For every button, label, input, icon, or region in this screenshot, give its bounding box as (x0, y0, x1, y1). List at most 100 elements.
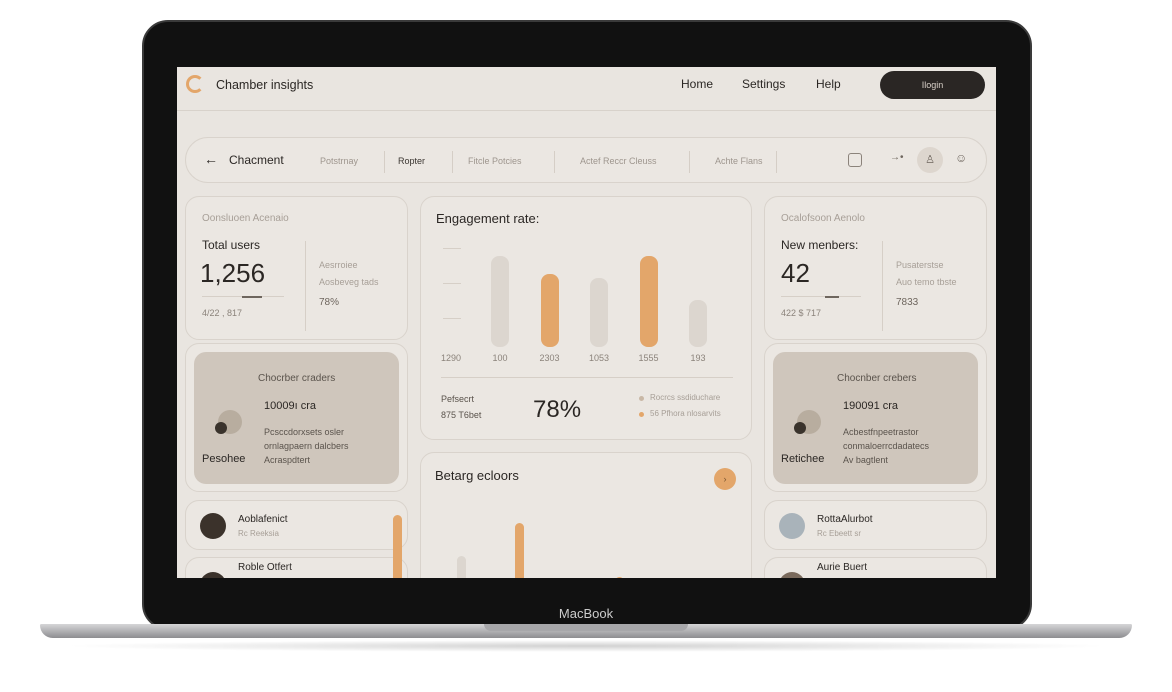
stat-label: Total users (202, 238, 261, 252)
feature-title: Chocnber crebers (837, 373, 917, 384)
side-label: Aesrroiee (319, 260, 358, 270)
feature-desc: Acbestfnpeetrastor (843, 427, 919, 437)
logo-icon (186, 75, 204, 93)
tab-policies[interactable]: Fitcle Potcies (468, 156, 522, 166)
toolbar: ← Chacment Potstrnay Ropter Fitcle Potci… (185, 137, 987, 183)
user-icon[interactable]: ♙ (917, 147, 943, 173)
bar (639, 256, 658, 347)
laptop-notch (484, 624, 688, 631)
feature-title: Chocrber craders (258, 373, 336, 384)
side-value: 7833 (896, 297, 919, 308)
tick-label: 1053 (588, 353, 610, 363)
feature-desc: Pcsccdorxsets osler (264, 427, 345, 437)
legend-dot (639, 396, 644, 401)
bar (515, 523, 524, 578)
feature-panel: Chocnber crebers 190091 cra Acbestfnpeet… (773, 352, 978, 484)
card-caption: Ocalofsoon Aenolo (781, 213, 865, 224)
avatar (200, 572, 226, 578)
person-name: Roble Otfert (238, 562, 292, 573)
divider (882, 241, 883, 331)
tab-overview[interactable]: Potstrnay (320, 156, 359, 166)
nav-settings[interactable]: Settings (742, 77, 786, 91)
gridline (443, 283, 461, 284)
app-title: Chamber insights (216, 78, 314, 92)
tick-label: 1555 (638, 353, 659, 363)
feature-card: Chocrber craders 10009ı cra Pcsccdorxset… (185, 343, 408, 492)
toolbar-title: Chacment (229, 153, 284, 167)
feature-desc: conmaloerrcdadatecs (843, 441, 930, 451)
feature-name: Pesohee (202, 453, 246, 465)
second-bar-chart (393, 453, 751, 578)
bar (393, 515, 402, 578)
person-name: Aoblafenict (238, 514, 288, 525)
legend-label: Rocrcs ssdiduchare (650, 393, 721, 402)
engagement-card: Engagement rate: 100 2303 1053 1555 193 1290… (420, 196, 752, 440)
divider (384, 151, 385, 173)
legend-dot (639, 412, 644, 417)
avatar (779, 513, 805, 539)
summary-label: Pefsecrt (441, 394, 475, 404)
list-item[interactable]: Roble Otfert (185, 557, 408, 578)
chart-title: Engagement rate: (436, 211, 540, 226)
side-label: Auo temo tbste (896, 277, 957, 287)
laptop-base (40, 624, 1132, 638)
gridline (443, 318, 461, 319)
list-item[interactable]: Aurie Buert (764, 557, 987, 578)
laptop-shadow (60, 640, 1112, 652)
list-item[interactable]: RottaAlurbot Rc Ebeett sr (764, 500, 987, 550)
header-divider (177, 110, 996, 111)
avatar (215, 410, 242, 434)
chevron-right-icon[interactable]: › (714, 468, 736, 490)
legend-label: 56 Pfhora nlosarvits (650, 409, 721, 418)
avatar (200, 513, 226, 539)
tab-plans[interactable]: Achte Flans (715, 156, 763, 166)
tick-label: 2303 (539, 353, 560, 363)
feature-card: Chocnber crebers 190091 cra Acbestfnpeet… (764, 343, 987, 492)
login-button[interactable]: Ilogin (880, 71, 985, 99)
bar (457, 556, 466, 578)
feature-value: 190091 cra (843, 400, 899, 412)
nav-help[interactable]: Help (816, 77, 841, 91)
divider (554, 151, 555, 173)
feature-desc: Av bagtlent (843, 455, 888, 465)
divider (776, 151, 777, 173)
profile-icon[interactable]: ☺ (955, 151, 968, 165)
person-sub: Rc Ebeett sr (817, 529, 862, 538)
new-members-card: Ocalofsoon Aenolo New menbers: 42 422 $ … (764, 196, 987, 340)
stat-sub: 422 $ 717 (781, 308, 822, 318)
nav-home[interactable]: Home (681, 77, 714, 91)
tick-label: 193 (690, 353, 706, 363)
person-sub: Rc Reeksia (238, 529, 279, 538)
tick-label: 100 (492, 353, 508, 363)
tab-report[interactable]: Ropter (398, 156, 426, 166)
side-label: Aosbeveg tads (319, 277, 379, 287)
widget-icon[interactable] (848, 153, 862, 167)
person-name: RottaAlurbot (817, 514, 873, 525)
side-value: 78% (319, 297, 340, 308)
bar (540, 274, 559, 347)
divider (305, 241, 306, 331)
chart-title: Betarg ecloors (435, 468, 519, 483)
total-users-card: Oonsluoen Acenaio Total users 1,256 4/22… (185, 196, 408, 340)
back-arrow-icon[interactable]: ← (204, 151, 218, 167)
tab-classes[interactable]: Actef Reccr Cleuss (580, 156, 657, 166)
bar (615, 577, 624, 578)
divider (689, 151, 690, 173)
engagement-bar-chart: 100 2303 1053 1555 193 (421, 197, 751, 363)
stat-value: 42 (781, 258, 810, 288)
progress-track (781, 296, 861, 298)
summary-value: 78% (533, 396, 582, 423)
screen: Chamber insights Home Settings Help Ilog… (177, 67, 996, 578)
list-item[interactable]: Aoblafenict Rc Reeksia (185, 500, 408, 550)
bar (491, 256, 509, 347)
link-icon[interactable]: →• (890, 152, 904, 163)
divider (441, 377, 733, 378)
progress-track (202, 296, 284, 298)
gridline (443, 248, 461, 249)
avatar (779, 572, 805, 578)
feature-desc: ornlagpaern dalcbers (264, 441, 349, 451)
stat-sub: 4/22 , 817 (202, 308, 243, 318)
feature-desc: Acraspdtert (264, 455, 311, 465)
feature-panel: Chocrber craders 10009ı cra Pcsccdorxset… (194, 352, 399, 484)
bar (590, 278, 608, 347)
